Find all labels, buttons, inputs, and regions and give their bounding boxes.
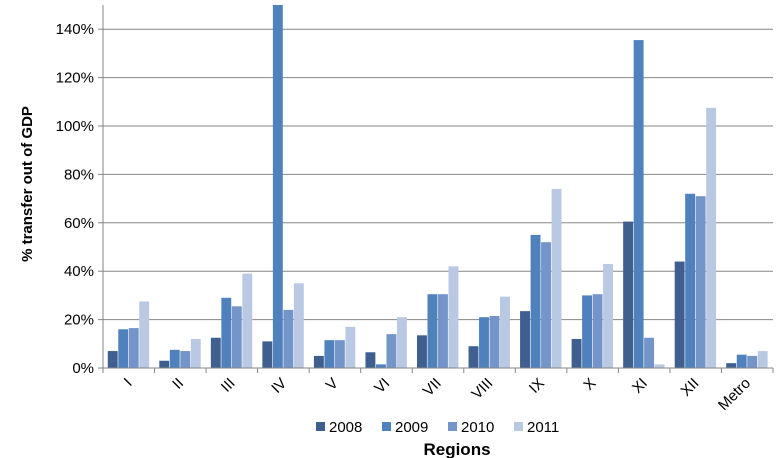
bar-2011-II	[190, 338, 201, 368]
bar-2010-I	[128, 328, 139, 368]
y-tick-label: 140%	[56, 21, 94, 38]
y-tick-label: 100%	[56, 118, 94, 135]
bar-2011-I	[139, 301, 150, 368]
legend-swatch-2009	[382, 422, 391, 431]
x-tick-label: V	[323, 375, 342, 394]
axes	[102, 5, 773, 369]
bar-2009-VI	[375, 364, 386, 368]
x-tick-label: I	[121, 375, 136, 390]
x-tick-label: VII	[420, 375, 445, 400]
bar-2008-XII	[674, 261, 685, 368]
bar-2008-I	[107, 351, 118, 368]
bar-2011-VII	[448, 266, 459, 368]
bar-2009-VIII	[479, 317, 489, 368]
legend-label-2008: 2008	[329, 419, 362, 436]
bar-2008-IV	[262, 341, 273, 368]
y-tick-label: 20%	[64, 312, 94, 329]
bar-2010-III	[231, 306, 242, 368]
bar-2010-II	[180, 351, 191, 368]
bar-2009-Metro	[736, 354, 747, 368]
bar-2010-VII	[438, 294, 448, 368]
bar-2009-III	[221, 297, 232, 368]
x-tick-label: VIII	[468, 375, 496, 403]
bar-2011-XII	[706, 107, 717, 368]
bar-2008-VI	[365, 352, 376, 368]
bar-2010-VI	[386, 334, 397, 368]
bar-2011-VI	[396, 317, 407, 368]
x-tick-label: VI	[371, 375, 393, 397]
bar-2008-Metro	[726, 363, 737, 368]
bar-2009-V	[324, 340, 335, 368]
legend-swatch-2008	[316, 422, 325, 431]
bar-2008-VIII	[468, 346, 479, 368]
y-tick-labels: 0% 20% 40% 60% 80% 100% 120% 140%	[56, 21, 103, 377]
y-axis-title: % transfer out of GDP	[19, 106, 36, 262]
bar-2010-XI	[644, 337, 655, 368]
x-tick-label: IV	[268, 375, 290, 397]
bar-2011-VIII	[500, 296, 510, 368]
bar-2011-XI	[654, 364, 665, 368]
bar-2011-III	[242, 273, 253, 368]
x-tick-label: XI	[629, 375, 651, 397]
bar-2011-V	[345, 326, 356, 368]
bar-2008-III	[210, 337, 221, 368]
y-tick-label: 0%	[72, 360, 94, 377]
gridlines	[103, 28, 773, 321]
x-tick-labels: I II III IV V VI VII VIII IX X XI XII Metro	[102, 368, 774, 414]
bar-2011-X	[603, 263, 614, 368]
bar-2009-II	[169, 349, 180, 368]
legend-swatch-2011	[514, 422, 523, 431]
bar-2010-IX	[541, 242, 551, 368]
bar-2009-IX	[530, 234, 541, 368]
bar-2009-VII	[427, 294, 438, 368]
x-axis-title: Regions	[423, 440, 490, 458]
legend: 2008 2009 2010 2011	[316, 419, 559, 436]
bar-2010-VIII	[489, 315, 500, 368]
bar-2011-IV	[293, 283, 304, 368]
bar-2009-I	[118, 329, 129, 368]
bar-2010-V	[334, 340, 345, 368]
x-tick-label: X	[580, 375, 599, 394]
bar-2008-V	[313, 355, 324, 368]
legend-label-2009: 2009	[395, 419, 428, 436]
x-tick-label: II	[169, 375, 187, 393]
bar-2009-IV	[272, 5, 283, 368]
bar-2009-XII	[685, 193, 696, 368]
bar-2008-IX	[520, 311, 530, 368]
legend-label-2010: 2010	[461, 419, 494, 436]
legend-label-2011: 2011	[527, 419, 559, 436]
y-tick-label: 60%	[64, 215, 94, 232]
bar-2008-X	[571, 338, 582, 368]
x-tick-label: XII	[678, 375, 703, 400]
bar-2008-II	[159, 360, 170, 368]
y-tick-label: 40%	[64, 263, 94, 280]
bar-2009-X	[582, 295, 593, 368]
bar-2010-XII	[695, 196, 706, 368]
bar-2010-Metro	[747, 355, 758, 368]
legend-swatch-2010	[448, 422, 457, 431]
bars	[107, 5, 768, 369]
bar-2009-XI	[633, 40, 644, 369]
bar-2010-IV	[283, 309, 294, 368]
x-tick-label: IX	[526, 375, 548, 397]
y-tick-label: 80%	[64, 166, 94, 183]
bar-2008-XI	[623, 221, 634, 368]
y-tick-label: 120%	[56, 70, 94, 87]
x-tick-label: III	[218, 375, 239, 396]
bar-2008-VII	[417, 335, 427, 368]
bar-2011-Metro	[757, 351, 768, 368]
bar-2010-X	[592, 294, 603, 368]
bar-2011-IX	[551, 188, 562, 368]
x-tick-label: Metro	[715, 375, 754, 414]
